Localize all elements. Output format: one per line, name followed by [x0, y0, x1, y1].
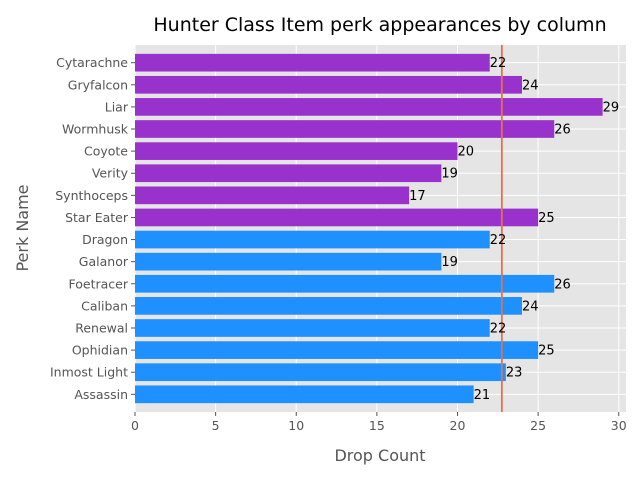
- bar: [135, 142, 458, 160]
- y-tick-label: Inmost Light: [50, 365, 128, 380]
- y-tick-label: Caliban: [81, 298, 128, 313]
- chart-title: Hunter Class Item perk appearances by co…: [153, 14, 606, 36]
- data-label: 29: [603, 100, 620, 115]
- data-label: 23: [506, 366, 523, 381]
- bar: [135, 341, 539, 359]
- bar: [135, 363, 506, 382]
- data-label: 22: [490, 56, 507, 71]
- x-tick-label: 30: [611, 418, 627, 433]
- data-label: 26: [554, 277, 571, 292]
- bar: [135, 120, 555, 138]
- y-tick-label: Cytarachne: [56, 55, 128, 70]
- bar: [135, 252, 442, 271]
- bars-group: [135, 53, 603, 404]
- y-tick-label: Galanor: [79, 254, 129, 269]
- bar: [135, 297, 522, 315]
- x-axis-ticks: 0 5 10 15 20 25 30: [131, 412, 627, 433]
- data-label: 17: [409, 189, 426, 204]
- data-label: 20: [457, 145, 474, 160]
- y-tick-label: Liar: [105, 99, 129, 114]
- y-tick-label: Ophidian: [72, 343, 128, 358]
- data-label: 21: [474, 388, 491, 403]
- bar: [135, 186, 410, 205]
- data-label: 22: [490, 321, 507, 336]
- bar: [135, 98, 603, 116]
- y-tick-label: Coyote: [84, 144, 128, 159]
- y-tick-label: Assassin: [74, 387, 128, 402]
- data-label: 26: [554, 123, 571, 138]
- y-axis-title: Perk Name: [13, 184, 32, 271]
- y-tick-label: Dragon: [82, 232, 128, 247]
- y-tick-label: Star Eater: [65, 210, 129, 225]
- y-tick-label: Verity: [92, 166, 129, 181]
- data-labels: 22 24 29 26 20 19 17 25 22 19 26 24 22 25 23 21: [409, 56, 619, 403]
- bar: [135, 164, 442, 183]
- y-tick-label: Wormhusk: [62, 122, 129, 137]
- x-tick-label: 0: [131, 418, 139, 433]
- data-label: 24: [522, 78, 539, 93]
- data-label: 22: [490, 233, 507, 248]
- y-tick-label: Foetracer: [69, 276, 129, 291]
- bar: [135, 230, 490, 249]
- data-label: 24: [522, 299, 539, 314]
- x-tick-label: 10: [288, 418, 304, 433]
- x-tick-label: 5: [212, 418, 220, 433]
- y-tick-label: Synthoceps: [55, 188, 128, 203]
- bar: [135, 385, 474, 404]
- data-label: 25: [538, 344, 555, 359]
- data-label: 25: [538, 211, 555, 226]
- data-label: 19: [441, 255, 458, 270]
- data-label: 19: [441, 167, 458, 182]
- bar: [135, 274, 555, 293]
- x-tick-label: 25: [530, 418, 546, 433]
- bar: [135, 319, 490, 337]
- y-axis-ticks: Cytarachne Gryfalcon Liar Wormhusk Coyote Ver…: [50, 55, 135, 402]
- x-tick-label: 20: [450, 418, 466, 433]
- y-tick-label: Renewal: [75, 320, 128, 335]
- bar: [135, 208, 539, 227]
- x-axis-title: Drop Count: [334, 446, 425, 465]
- bar: [135, 75, 522, 94]
- y-tick-label: Gryfalcon: [68, 77, 128, 92]
- x-tick-label: 15: [369, 418, 385, 433]
- bar: [135, 53, 490, 72]
